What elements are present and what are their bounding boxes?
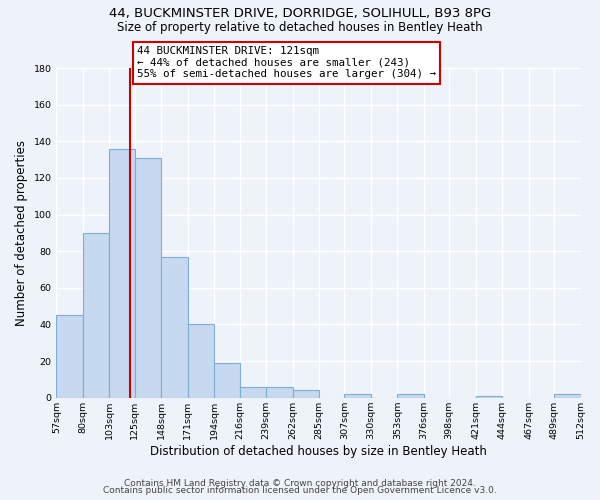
Text: 44 BUCKMINSTER DRIVE: 121sqm
← 44% of detached houses are smaller (243)
55% of s: 44 BUCKMINSTER DRIVE: 121sqm ← 44% of de… (137, 46, 436, 80)
Bar (188, 324, 214, 398)
Bar (109, 148, 135, 398)
Bar (266, 386, 293, 398)
Bar (293, 390, 319, 398)
Bar (344, 394, 371, 398)
Bar (83, 233, 109, 398)
Text: Contains HM Land Registry data © Crown copyright and database right 2024.: Contains HM Land Registry data © Crown c… (124, 478, 476, 488)
Bar (214, 363, 239, 398)
Text: Contains public sector information licensed under the Open Government Licence v3: Contains public sector information licen… (103, 486, 497, 495)
Bar (397, 394, 424, 398)
Text: 44, BUCKMINSTER DRIVE, DORRIDGE, SOLIHULL, B93 8PG: 44, BUCKMINSTER DRIVE, DORRIDGE, SOLIHUL… (109, 8, 491, 20)
Bar (554, 394, 581, 398)
Text: Size of property relative to detached houses in Bentley Heath: Size of property relative to detached ho… (117, 21, 483, 34)
Bar (161, 256, 188, 398)
X-axis label: Distribution of detached houses by size in Bentley Heath: Distribution of detached houses by size … (150, 444, 487, 458)
Bar (56, 316, 83, 398)
Y-axis label: Number of detached properties: Number of detached properties (15, 140, 28, 326)
Bar (135, 158, 161, 398)
Bar (239, 386, 266, 398)
Bar (476, 396, 502, 398)
